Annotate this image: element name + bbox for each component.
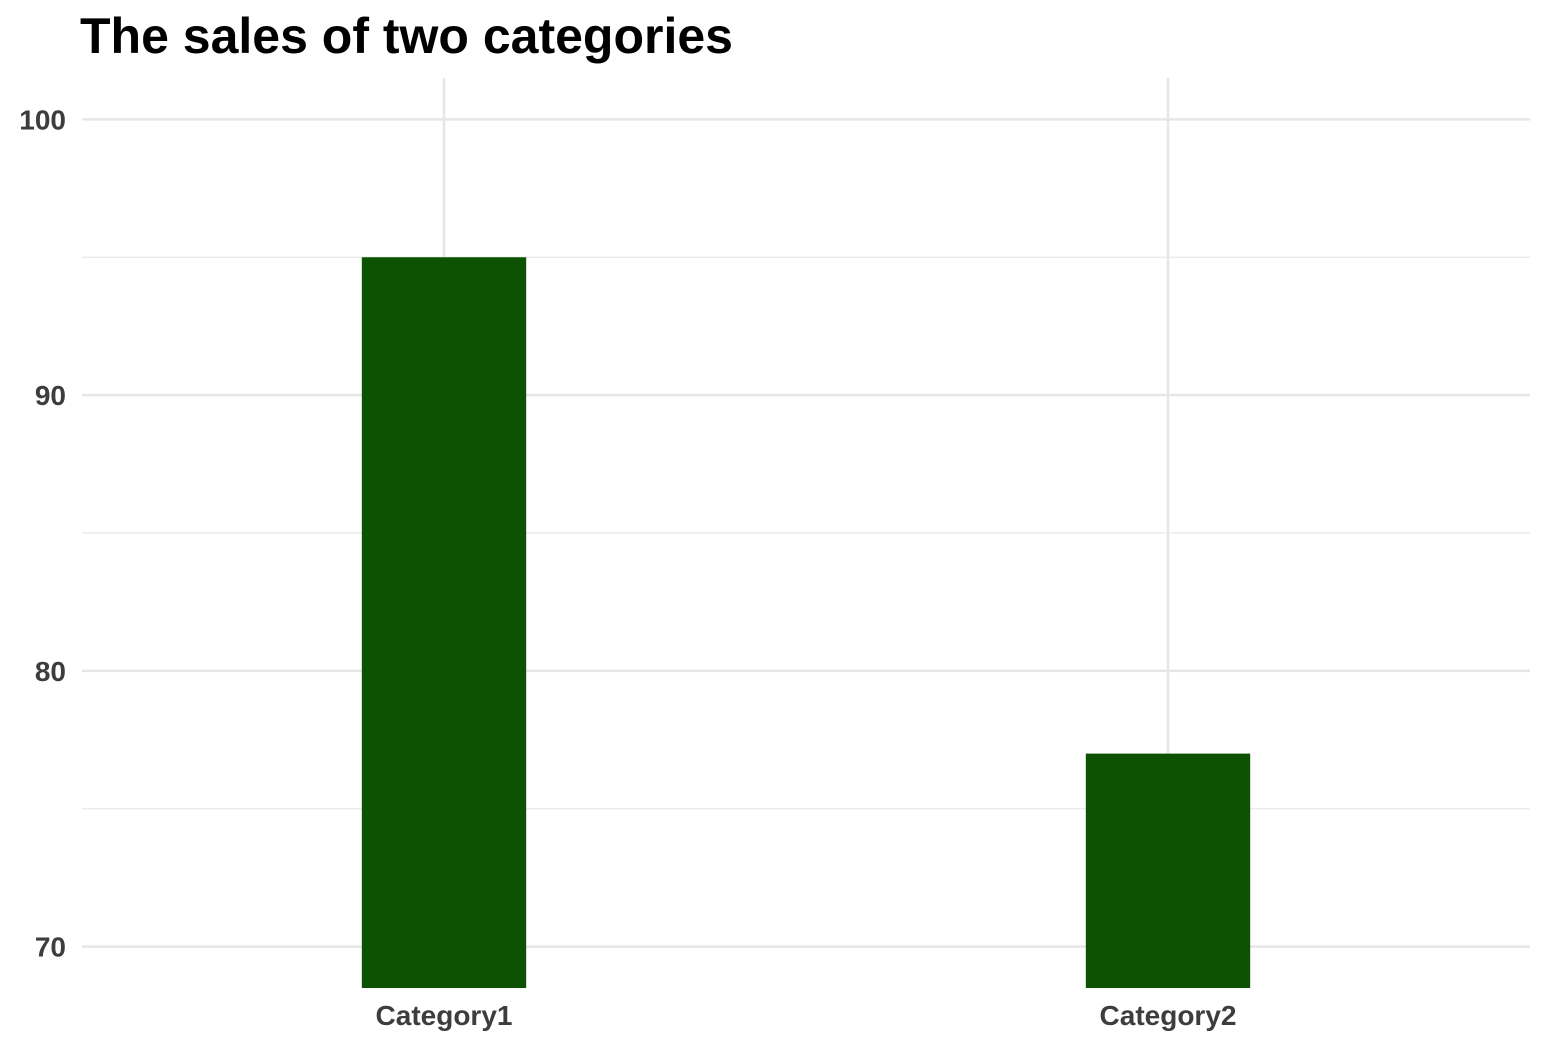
- y-tick-label: 80: [35, 656, 66, 687]
- y-axis-tick-labels: 70 80 90 100: [19, 104, 66, 962]
- grid-lines: [82, 78, 1530, 988]
- bar-category2: [1085, 753, 1251, 988]
- chart-title: The sales of two categories: [80, 8, 733, 64]
- y-tick-label: 90: [35, 380, 66, 411]
- bar-category1: [361, 257, 527, 988]
- y-tick-label: 70: [35, 932, 66, 963]
- x-tick-label: Category1: [376, 1000, 513, 1031]
- y-tick-label: 100: [19, 104, 66, 135]
- x-axis-tick-labels: Category1 Category2: [376, 1000, 1237, 1031]
- x-tick-label: Category2: [1100, 1000, 1237, 1031]
- bars: [361, 257, 1251, 988]
